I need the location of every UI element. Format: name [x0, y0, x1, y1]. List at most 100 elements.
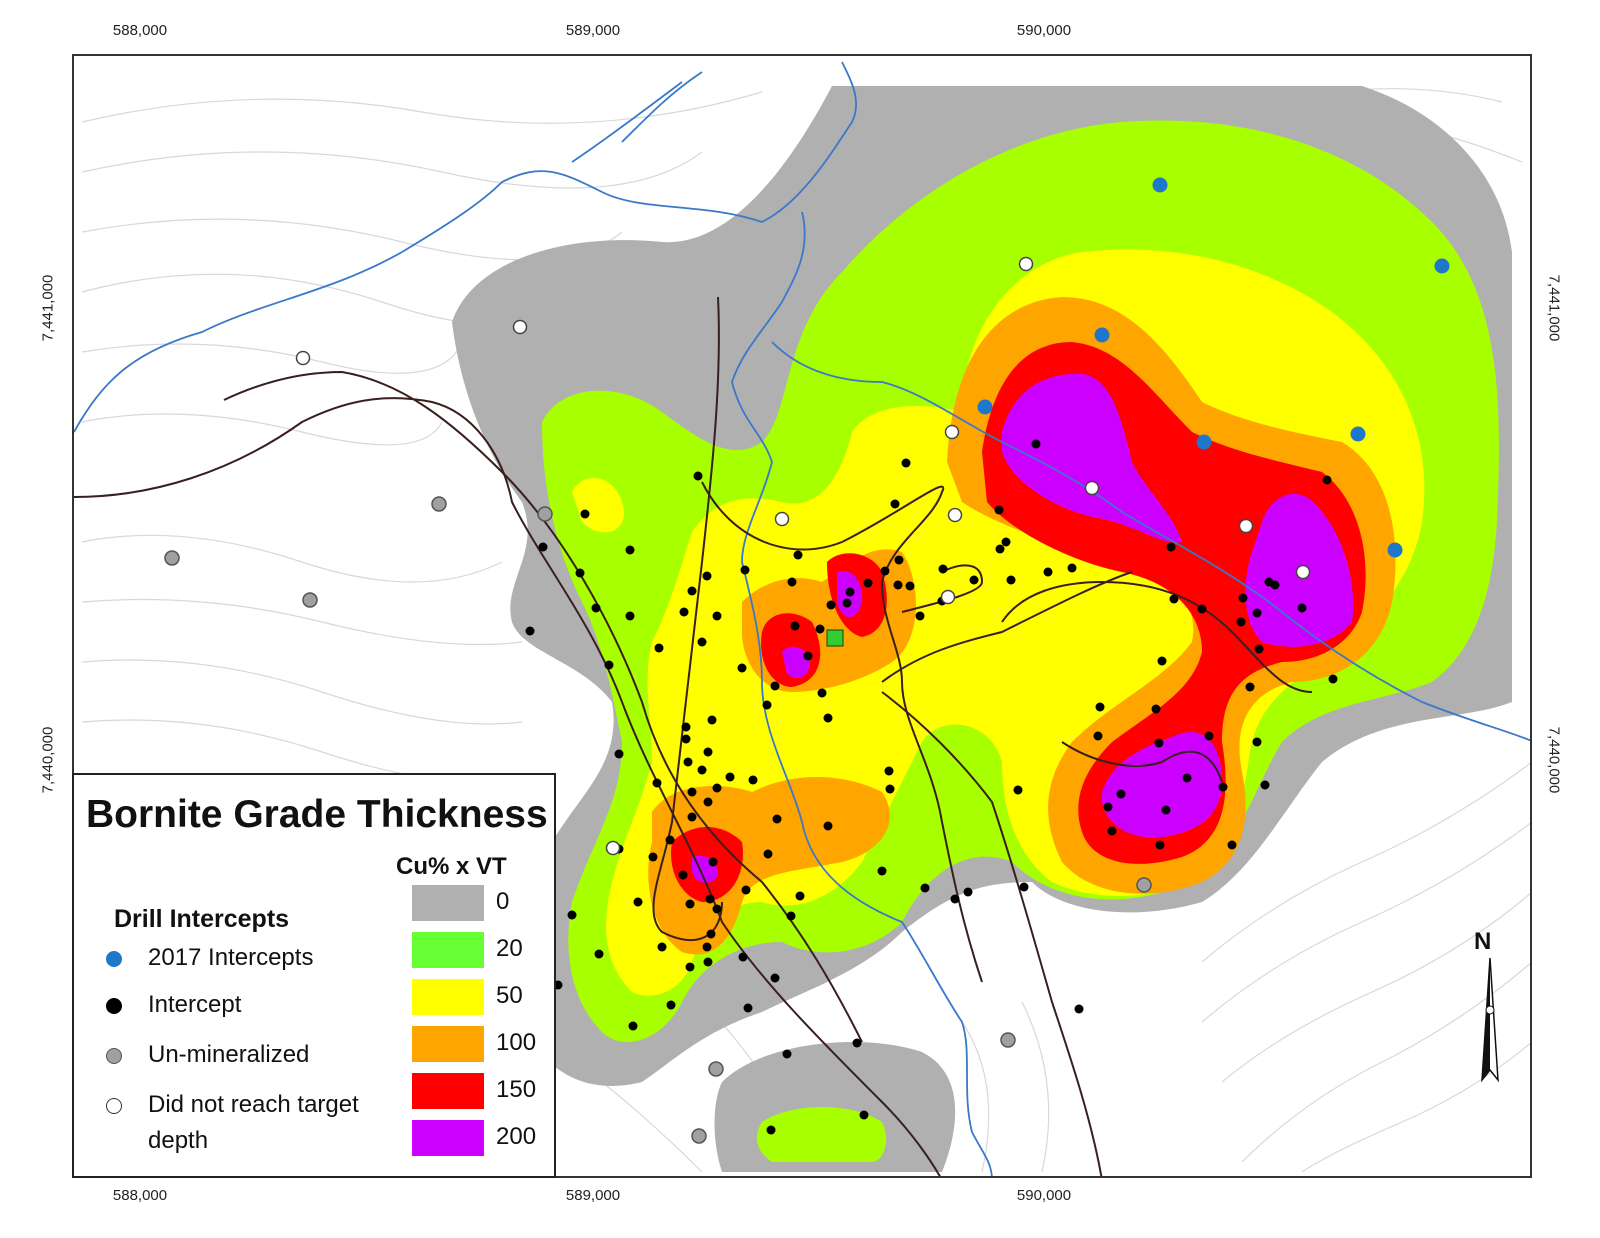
intercept-hole[interactable] [995, 544, 1005, 554]
intercept-hole[interactable] [748, 775, 758, 785]
intercept-hole[interactable] [685, 899, 695, 909]
intercept-hole[interactable] [1218, 782, 1228, 792]
intercept-hole[interactable] [1031, 439, 1041, 449]
intercept-hole[interactable] [880, 566, 890, 576]
intercept-2017-hole[interactable] [1434, 258, 1450, 274]
intercept-hole[interactable] [1182, 773, 1192, 783]
intercept-hole[interactable] [697, 765, 707, 775]
incomplete-hole[interactable] [774, 511, 790, 527]
intercept-hole[interactable] [793, 550, 803, 560]
intercept-hole[interactable] [681, 722, 691, 732]
unmineralized-hole[interactable] [537, 506, 553, 522]
intercept-hole[interactable] [842, 598, 852, 608]
intercept-hole[interactable] [625, 545, 635, 555]
intercept-hole[interactable] [1227, 840, 1237, 850]
intercept-hole[interactable] [1074, 1004, 1084, 1014]
intercept-hole[interactable] [1019, 882, 1029, 892]
intercept-hole[interactable] [786, 911, 796, 921]
intercept-hole[interactable] [1245, 682, 1255, 692]
intercept-hole[interactable] [1107, 826, 1117, 836]
intercept-hole[interactable] [681, 734, 691, 744]
intercept-hole[interactable] [790, 621, 800, 631]
unmineralized-hole[interactable] [1000, 1032, 1016, 1048]
intercept-hole[interactable] [884, 766, 894, 776]
intercept-hole[interactable] [743, 1003, 753, 1013]
intercept-hole[interactable] [1197, 604, 1207, 614]
intercept-hole[interactable] [1254, 644, 1264, 654]
intercept-2017-hole[interactable] [1350, 426, 1366, 442]
intercept-hole[interactable] [652, 778, 662, 788]
intercept-hole[interactable] [740, 565, 750, 575]
intercept-hole[interactable] [803, 651, 813, 661]
intercept-hole[interactable] [915, 611, 925, 621]
intercept-hole[interactable] [725, 772, 735, 782]
intercept-hole[interactable] [1252, 608, 1262, 618]
intercept-hole[interactable] [901, 458, 911, 468]
intercept-hole[interactable] [693, 471, 703, 481]
intercept-hole[interactable] [580, 509, 590, 519]
intercept-hole[interactable] [893, 580, 903, 590]
incomplete-hole[interactable] [940, 589, 956, 605]
intercept-hole[interactable] [683, 757, 693, 767]
unmineralized-hole[interactable] [1136, 877, 1152, 893]
intercept-hole[interactable] [1252, 737, 1262, 747]
intercept-hole[interactable] [712, 904, 722, 914]
intercept-hole[interactable] [657, 942, 667, 952]
intercept-2017-hole[interactable] [1152, 177, 1168, 193]
intercept-hole[interactable] [1103, 802, 1113, 812]
intercept-hole[interactable] [845, 587, 855, 597]
unmineralized-hole[interactable] [691, 1128, 707, 1144]
intercept-hole[interactable] [633, 897, 643, 907]
intercept-hole[interactable] [817, 688, 827, 698]
intercept-hole[interactable] [894, 555, 904, 565]
intercept-hole[interactable] [877, 866, 887, 876]
intercept-hole[interactable] [994, 505, 1004, 515]
intercept-hole[interactable] [826, 600, 836, 610]
intercept-hole[interactable] [787, 577, 797, 587]
intercept-hole[interactable] [823, 821, 833, 831]
incomplete-hole[interactable] [1018, 256, 1034, 272]
intercept-hole[interactable] [1157, 656, 1167, 666]
intercept-hole[interactable] [766, 1125, 776, 1135]
unmineralized-hole[interactable] [164, 550, 180, 566]
intercept-hole[interactable] [852, 1038, 862, 1048]
intercept-hole[interactable] [770, 681, 780, 691]
intercept-hole[interactable] [1270, 580, 1280, 590]
intercept-hole[interactable] [963, 887, 973, 897]
intercept-2017-hole[interactable] [1196, 434, 1212, 450]
intercept-hole[interactable] [1236, 617, 1246, 627]
intercept-hole[interactable] [538, 542, 548, 552]
intercept-hole[interactable] [1093, 731, 1103, 741]
unmineralized-hole[interactable] [708, 1061, 724, 1077]
intercept-hole[interactable] [885, 784, 895, 794]
intercept-hole[interactable] [575, 568, 585, 578]
intercept-hole[interactable] [712, 611, 722, 621]
intercept-hole[interactable] [1006, 575, 1016, 585]
intercept-hole[interactable] [1013, 785, 1023, 795]
intercept-hole[interactable] [938, 564, 948, 574]
intercept-hole[interactable] [737, 663, 747, 673]
intercept-2017-hole[interactable] [977, 399, 993, 415]
incomplete-hole[interactable] [1238, 518, 1254, 534]
intercept-hole[interactable] [863, 578, 873, 588]
intercept-hole[interactable] [1238, 593, 1248, 603]
intercept-hole[interactable] [950, 894, 960, 904]
intercept-hole[interactable] [738, 952, 748, 962]
intercept-hole[interactable] [763, 849, 773, 859]
intercept-hole[interactable] [625, 611, 635, 621]
intercept-hole[interactable] [525, 626, 535, 636]
intercept-hole[interactable] [648, 852, 658, 862]
intercept-hole[interactable] [707, 715, 717, 725]
incomplete-hole[interactable] [295, 350, 311, 366]
intercept-hole[interactable] [1154, 738, 1164, 748]
intercept-hole[interactable] [678, 870, 688, 880]
intercept-hole[interactable] [890, 499, 900, 509]
intercept-hole[interactable] [1067, 563, 1077, 573]
intercept-hole[interactable] [679, 607, 689, 617]
intercept-hole[interactable] [795, 891, 805, 901]
intercept-hole[interactable] [604, 660, 614, 670]
intercept-hole[interactable] [1328, 674, 1338, 684]
intercept-hole[interactable] [687, 787, 697, 797]
intercept-hole[interactable] [594, 949, 604, 959]
intercept-hole[interactable] [1322, 475, 1332, 485]
